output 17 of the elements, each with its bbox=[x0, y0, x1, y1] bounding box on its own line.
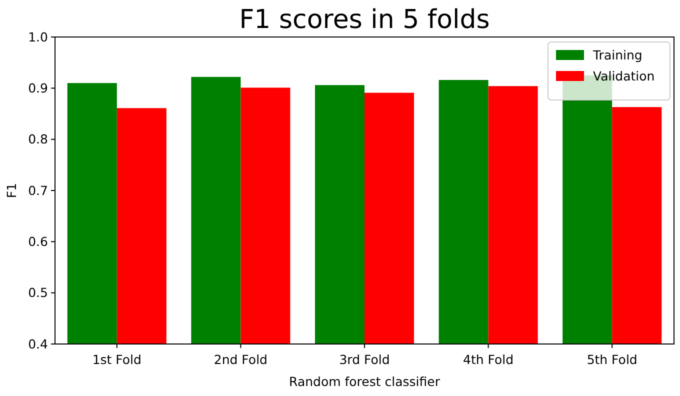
x-tick-label: 3rd Fold bbox=[339, 352, 390, 367]
y-tick-label: 0.8 bbox=[28, 132, 48, 147]
y-tick-label: 0.4 bbox=[28, 336, 48, 352]
x-tick-label: 5th Fold bbox=[586, 352, 638, 367]
legend-label: Validation bbox=[593, 68, 655, 84]
y-axis-title: F1 bbox=[4, 182, 19, 198]
chart-title: F1 scores in 5 folds bbox=[239, 5, 490, 35]
x-tick-label: 2nd Fold bbox=[214, 352, 268, 367]
y-tick-label: 0.6 bbox=[28, 234, 48, 250]
x-tick-label: 4th Fold bbox=[463, 352, 514, 367]
y-tick-label: 0.7 bbox=[28, 182, 48, 198]
y-tick-label: 0.5 bbox=[28, 285, 48, 300]
x-axis-title: Random forest classifier bbox=[289, 374, 441, 389]
x-tick-label: 1st Fold bbox=[92, 352, 142, 367]
y-tick-label: 1.0 bbox=[28, 29, 48, 44]
y-tick-label: 0.9 bbox=[28, 80, 48, 96]
legend-label: Training bbox=[592, 47, 642, 62]
